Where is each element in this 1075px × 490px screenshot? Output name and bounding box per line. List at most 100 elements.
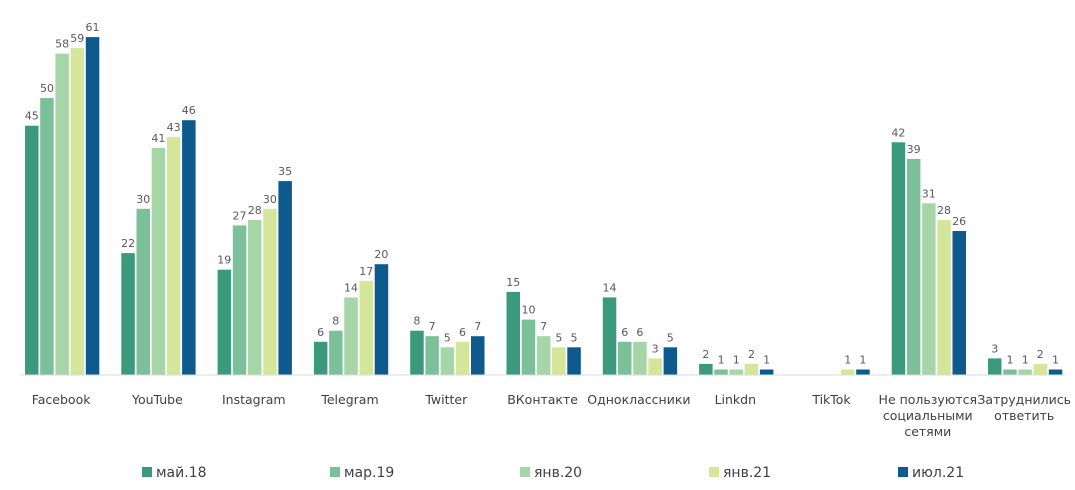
category-label-8-0: TikTok xyxy=(811,392,851,407)
value-label-8-4: 1 xyxy=(859,354,866,367)
bar-1-3 xyxy=(166,136,181,375)
bar-1-4 xyxy=(182,120,196,375)
legend-label-0: май.18 xyxy=(156,465,207,481)
bar-10-3 xyxy=(1033,363,1048,375)
value-label-6-2: 6 xyxy=(636,326,643,339)
value-label-1-3: 43 xyxy=(167,121,181,134)
bar-6-0 xyxy=(602,297,617,375)
value-label-7-1: 1 xyxy=(718,354,725,367)
bar-7-3 xyxy=(744,363,759,375)
bar-0-2 xyxy=(55,53,69,375)
legend-swatch-3 xyxy=(709,467,719,477)
bar-1-1 xyxy=(136,208,150,375)
bar-4-0 xyxy=(410,330,424,375)
category-labels: Facebook YouTube Instagram Telegram Twitter В… xyxy=(32,392,1071,439)
bar-5-2 xyxy=(536,336,551,375)
bar-0-1 xyxy=(40,98,54,375)
legend-label-4: июл.21 xyxy=(912,465,964,481)
bars xyxy=(25,37,1063,375)
value-label-2-2: 28 xyxy=(248,204,262,217)
bar-5-4 xyxy=(567,347,581,375)
bar-0-3 xyxy=(70,48,85,375)
value-label-10-4: 1 xyxy=(1052,354,1059,367)
value-label-9-3: 28 xyxy=(937,204,951,217)
value-label-3-0: 6 xyxy=(317,326,324,339)
value-label-0-0: 45 xyxy=(25,110,39,123)
value-label-3-3: 17 xyxy=(359,265,373,278)
value-label-3-2: 14 xyxy=(344,281,358,294)
category-label-1-0: YouTube xyxy=(131,392,183,407)
bar-4-1 xyxy=(425,336,439,375)
bar-10-4 xyxy=(1048,369,1063,375)
bar-2-1 xyxy=(232,225,247,375)
value-label-0-4: 61 xyxy=(86,21,100,34)
value-label-3-1: 8 xyxy=(332,315,339,328)
value-label-5-1: 10 xyxy=(522,304,536,317)
bar-2-2 xyxy=(248,219,262,375)
value-label-10-0: 3 xyxy=(991,342,998,355)
value-label-4-3: 6 xyxy=(459,326,466,339)
category-label-5-0: ВКонтакте xyxy=(507,392,578,407)
category-label-9-1: социальными xyxy=(883,408,973,423)
value-label-7-0: 2 xyxy=(702,348,709,361)
bar-7-1 xyxy=(714,369,728,375)
bar-4-3 xyxy=(455,341,470,375)
value-label-4-0: 8 xyxy=(413,315,420,328)
bar-6-2 xyxy=(633,341,647,375)
value-label-7-4: 1 xyxy=(763,354,770,367)
bar-0-0 xyxy=(25,125,39,375)
bar-8-3 xyxy=(841,369,855,375)
category-label-3-0: Telegram xyxy=(320,392,378,407)
legend-swatch-0 xyxy=(142,467,152,477)
value-label-10-3: 2 xyxy=(1037,348,1044,361)
value-label-5-3: 5 xyxy=(555,331,562,344)
value-label-4-4: 7 xyxy=(474,320,481,333)
bar-2-3 xyxy=(263,208,277,375)
value-label-4-1: 7 xyxy=(429,320,436,333)
bar-10-1 xyxy=(1003,369,1017,375)
bar-7-0 xyxy=(699,363,713,375)
bar-4-2 xyxy=(440,347,455,375)
bar-6-4 xyxy=(663,347,678,375)
legend-swatch-4 xyxy=(898,467,908,477)
bar-9-0 xyxy=(891,142,906,375)
value-label-4-2: 5 xyxy=(444,331,451,344)
legend-label-2: янв.20 xyxy=(534,465,582,481)
value-label-1-0: 22 xyxy=(121,237,135,250)
bar-3-0 xyxy=(313,341,328,375)
value-label-6-3: 3 xyxy=(652,342,659,355)
legend: май.18 мар.19 янв.20 янв.21 июл.21 xyxy=(142,465,964,481)
value-label-2-0: 19 xyxy=(217,254,231,267)
bar-4-4 xyxy=(471,336,485,375)
category-label-9-2: сетями xyxy=(904,424,951,439)
value-label-5-0: 15 xyxy=(506,276,520,289)
value-label-2-4: 35 xyxy=(278,165,292,178)
legend-label-1: мар.19 xyxy=(344,465,394,481)
bar-9-2 xyxy=(922,203,936,375)
bar-5-0 xyxy=(506,291,520,375)
bar-9-3 xyxy=(937,219,951,375)
value-label-3-4: 20 xyxy=(374,248,388,261)
value-label-9-0: 42 xyxy=(891,126,905,139)
bar-2-4 xyxy=(278,181,292,375)
value-label-0-1: 50 xyxy=(40,82,54,95)
bar-3-3 xyxy=(359,280,373,375)
value-label-5-4: 5 xyxy=(571,331,578,344)
value-label-7-3: 2 xyxy=(748,348,755,361)
bar-8-4 xyxy=(856,369,870,375)
bar-1-0 xyxy=(121,253,135,375)
legend-swatch-2 xyxy=(520,467,530,477)
value-label-10-1: 1 xyxy=(1007,354,1014,367)
value-label-10-2: 1 xyxy=(1022,354,1029,367)
value-label-8-3: 1 xyxy=(844,354,851,367)
legend-swatch-1 xyxy=(330,467,340,477)
value-label-1-1: 30 xyxy=(136,193,150,206)
bar-3-2 xyxy=(344,297,358,375)
bar-3-4 xyxy=(374,264,389,375)
bar-10-2 xyxy=(1018,369,1032,375)
bar-3-1 xyxy=(329,330,343,375)
bar-6-1 xyxy=(618,341,632,375)
category-label-10-1: ответить xyxy=(994,408,1054,423)
